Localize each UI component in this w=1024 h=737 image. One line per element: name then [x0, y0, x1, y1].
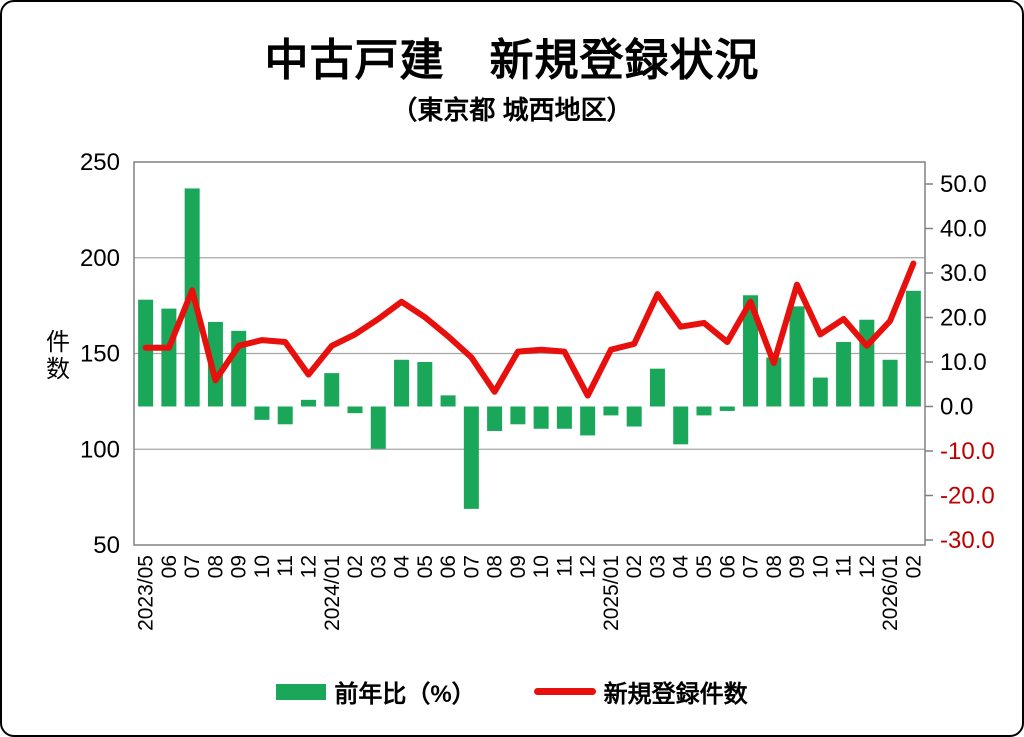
y-axis-left-title: 件数: [46, 329, 70, 383]
bar: [766, 357, 782, 407]
svg-text:100: 100: [80, 436, 120, 463]
bar: [789, 306, 805, 407]
svg-text:07: 07: [740, 555, 763, 578]
svg-text:09: 09: [507, 555, 530, 578]
bar: [836, 341, 852, 407]
svg-text:2024/01: 2024/01: [321, 555, 344, 631]
bar: [556, 406, 572, 429]
bar: [743, 295, 759, 407]
bar-series-swatch: [276, 683, 327, 700]
svg-text:-30.0: -30.0: [940, 527, 995, 554]
svg-text:2026/01: 2026/01: [879, 555, 902, 631]
svg-text:05: 05: [693, 555, 716, 578]
bar: [487, 406, 503, 431]
svg-text:05: 05: [414, 555, 437, 578]
svg-text:06: 06: [158, 555, 181, 578]
svg-text:-20.0: -20.0: [940, 483, 995, 510]
svg-text:04: 04: [670, 555, 693, 579]
svg-text:02: 02: [623, 555, 646, 578]
bar: [812, 377, 828, 407]
bar: [254, 406, 270, 420]
legend-item-yoy: 前年比（%）: [276, 674, 476, 709]
bar: [882, 359, 898, 407]
chart-subtitle: （東京都 城西地区）: [391, 95, 633, 125]
svg-text:20.0: 20.0: [940, 305, 987, 332]
bar: [347, 406, 363, 414]
svg-text:07: 07: [460, 555, 483, 578]
svg-text:40.0: 40.0: [940, 216, 987, 243]
svg-text:02: 02: [902, 555, 925, 578]
svg-text:06: 06: [437, 555, 460, 578]
svg-text:09: 09: [786, 555, 809, 578]
svg-text:50.0: 50.0: [940, 171, 987, 198]
svg-text:08: 08: [204, 555, 227, 578]
legend-label-yoy: 前年比（%）: [334, 681, 476, 708]
bar: [603, 406, 619, 416]
legend-label-registrations: 新規登録件数: [603, 681, 748, 708]
bar: [905, 290, 921, 407]
bar: [696, 406, 712, 416]
chart-legend: 前年比（%） 新規登録件数: [2, 674, 1022, 709]
bar: [626, 406, 642, 427]
svg-text:10: 10: [809, 555, 832, 578]
legend-item-registrations: 新規登録件数: [533, 674, 748, 709]
bar: [533, 406, 549, 429]
svg-text:10: 10: [530, 555, 553, 578]
line-series-swatch: [533, 688, 596, 695]
svg-text:02: 02: [344, 555, 367, 578]
x-axis-labels: 2023/05 06 07 08 09 10 11 12 2024/01 02 03 04 05 06 07…: [135, 555, 926, 631]
bar: [649, 368, 665, 407]
y-axis-left: 250 200 150 100 50 件数: [46, 149, 120, 559]
svg-text:03: 03: [646, 555, 669, 578]
svg-text:12: 12: [577, 555, 600, 578]
svg-text:250: 250: [80, 149, 120, 176]
svg-text:50: 50: [93, 532, 120, 559]
svg-text:30.0: 30.0: [940, 260, 987, 287]
svg-text:12: 12: [856, 555, 879, 578]
chart-title: 中古戸建 新規登録状況: [264, 36, 760, 85]
bar: [673, 406, 689, 445]
bar: [207, 321, 223, 407]
bar: [394, 359, 410, 407]
bar: [859, 319, 875, 407]
svg-text:06: 06: [716, 555, 739, 578]
bar: [463, 406, 479, 509]
bar: [324, 373, 340, 407]
bar: [719, 406, 735, 411]
svg-text:08: 08: [484, 555, 507, 578]
svg-text:07: 07: [181, 555, 204, 578]
svg-text:10.0: 10.0: [940, 349, 987, 376]
line-series: [142, 260, 917, 399]
bar: [417, 362, 433, 407]
svg-text:200: 200: [80, 245, 120, 272]
y-axis-right: 50.0 40.0 30.0 20.0 10.0 0.0 -10.0 -20.0 -30.0: [925, 171, 995, 554]
bar: [370, 406, 386, 449]
svg-text:-10.0: -10.0: [940, 438, 995, 465]
svg-text:12: 12: [297, 555, 320, 578]
svg-text:11: 11: [833, 555, 856, 577]
svg-text:11: 11: [274, 555, 297, 577]
bar: [138, 299, 154, 407]
bar: [277, 406, 293, 425]
svg-text:10: 10: [251, 555, 274, 578]
svg-text:2023/05: 2023/05: [135, 555, 158, 631]
plot-border: [133, 161, 926, 546]
svg-text:2025/01: 2025/01: [600, 555, 623, 631]
bar: [580, 406, 596, 436]
svg-text:03: 03: [367, 555, 390, 578]
svg-text:08: 08: [763, 555, 786, 578]
bar: [440, 395, 456, 407]
bar: [510, 406, 526, 425]
svg-text:11: 11: [553, 555, 576, 577]
svg-text:04: 04: [391, 555, 414, 579]
bar: [161, 308, 177, 407]
svg-text:09: 09: [228, 555, 251, 578]
svg-text:0.0: 0.0: [940, 394, 973, 421]
svg-text:150: 150: [80, 341, 120, 368]
bar: [300, 399, 316, 407]
